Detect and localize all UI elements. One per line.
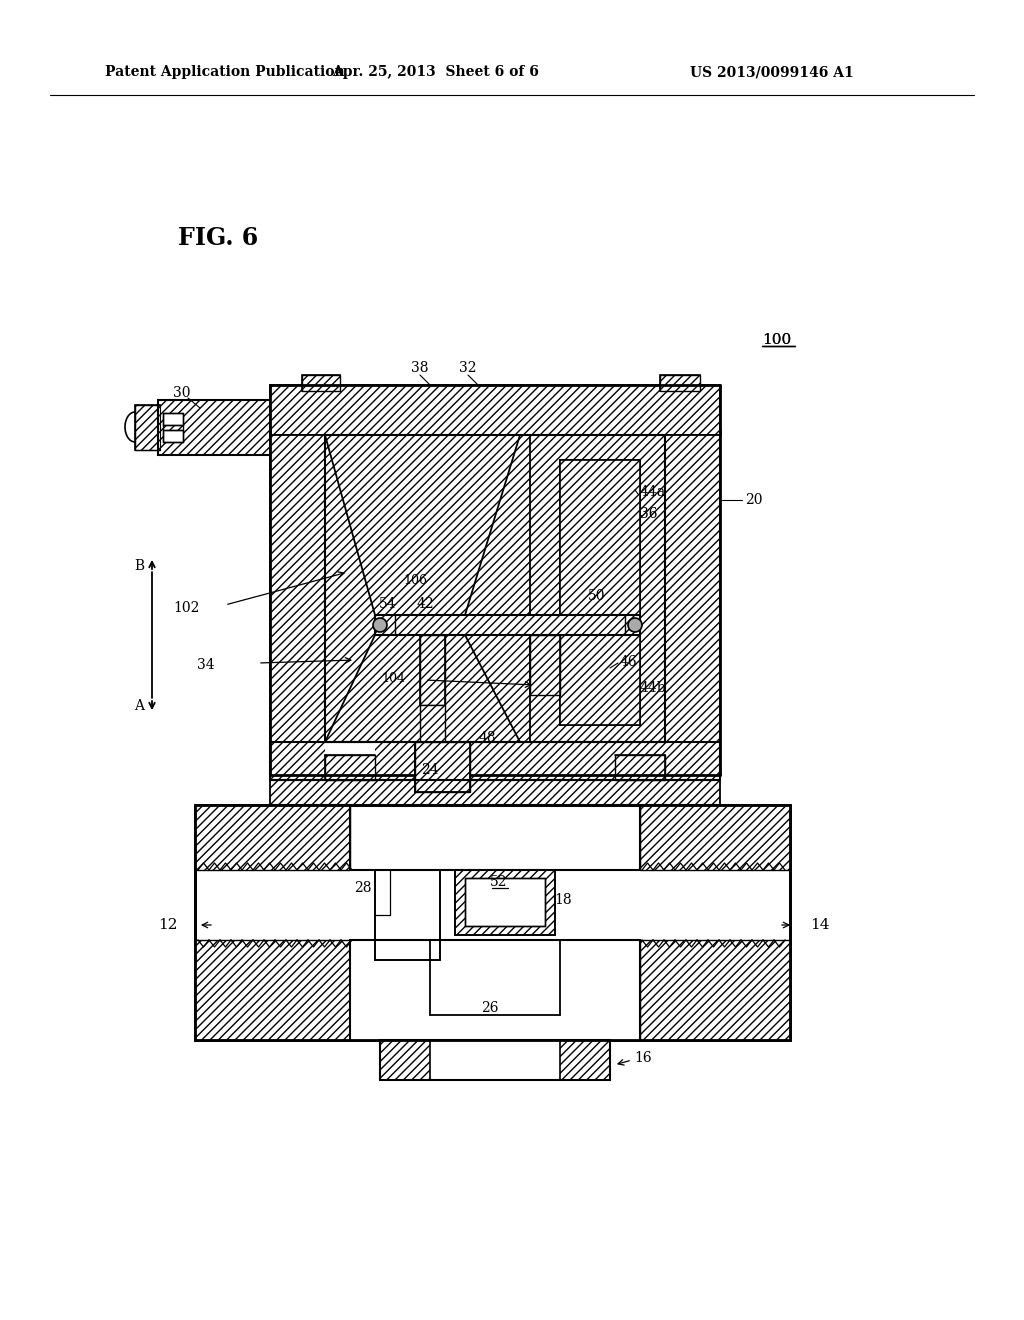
Bar <box>665 436 720 775</box>
Text: 18: 18 <box>554 894 571 907</box>
Text: 24: 24 <box>421 763 439 777</box>
Bar <box>530 436 665 742</box>
Bar <box>560 635 640 725</box>
Text: 34: 34 <box>198 657 215 672</box>
Text: B: B <box>134 558 144 573</box>
Text: FIG. 6: FIG. 6 <box>178 226 258 249</box>
Bar <box>640 940 790 1040</box>
Bar <box>163 413 183 425</box>
Polygon shape <box>325 635 520 742</box>
Bar <box>158 400 270 455</box>
Bar <box>135 405 160 450</box>
Bar <box>415 742 470 792</box>
Bar <box>195 805 350 870</box>
Circle shape <box>628 618 642 632</box>
Text: 36: 36 <box>640 507 657 521</box>
Text: A: A <box>134 700 144 713</box>
Text: US 2013/0099146 A1: US 2013/0099146 A1 <box>690 65 854 79</box>
Bar <box>163 430 183 442</box>
Bar <box>415 742 470 792</box>
Bar <box>640 805 790 870</box>
Bar <box>560 459 640 615</box>
Text: 44b: 44b <box>640 681 667 696</box>
Bar <box>615 755 665 780</box>
Text: 50: 50 <box>588 589 606 603</box>
Text: 12: 12 <box>159 917 178 932</box>
Text: 14: 14 <box>810 917 829 932</box>
Text: 42: 42 <box>416 597 434 611</box>
Bar <box>270 742 720 780</box>
Bar <box>270 436 325 775</box>
Text: 52: 52 <box>490 875 508 888</box>
Text: 54: 54 <box>379 597 397 611</box>
Text: Patent Application Publication: Patent Application Publication <box>105 65 345 79</box>
Bar <box>270 742 720 780</box>
Text: 100: 100 <box>762 333 792 347</box>
Bar <box>560 635 640 725</box>
Text: 38: 38 <box>412 360 429 375</box>
Bar <box>302 375 340 391</box>
Text: 30: 30 <box>173 385 190 400</box>
Bar <box>325 755 375 780</box>
Bar <box>350 940 640 1040</box>
Bar <box>270 780 720 805</box>
Bar <box>325 436 665 742</box>
Bar <box>350 870 640 940</box>
Bar <box>430 1040 560 1080</box>
Bar <box>375 870 440 960</box>
Bar <box>325 742 375 780</box>
Bar <box>302 375 340 391</box>
Text: 20: 20 <box>745 492 763 507</box>
Text: 102: 102 <box>174 601 200 615</box>
Text: 48: 48 <box>478 731 496 744</box>
Bar <box>325 436 665 742</box>
Polygon shape <box>325 436 520 615</box>
Bar <box>465 878 545 927</box>
Bar <box>420 635 445 705</box>
Bar <box>455 870 555 935</box>
Text: 100: 100 <box>762 333 792 347</box>
Text: 16: 16 <box>634 1051 651 1065</box>
Bar <box>270 385 720 436</box>
Text: 104: 104 <box>381 672 406 685</box>
Bar <box>195 940 350 1040</box>
Bar <box>415 742 470 792</box>
Bar <box>195 805 790 1040</box>
Bar <box>380 1040 610 1080</box>
Bar <box>420 705 445 744</box>
Bar <box>660 375 700 391</box>
Text: 44a: 44a <box>640 484 667 499</box>
Text: 106: 106 <box>403 573 427 586</box>
Bar <box>660 375 700 391</box>
Bar <box>530 635 560 696</box>
Text: Apr. 25, 2013  Sheet 6 of 6: Apr. 25, 2013 Sheet 6 of 6 <box>333 65 540 79</box>
Text: 26: 26 <box>481 1001 499 1015</box>
Bar <box>135 405 160 450</box>
Bar <box>560 459 640 615</box>
Bar <box>375 615 640 635</box>
Text: 28: 28 <box>354 880 372 895</box>
Text: 46: 46 <box>620 655 638 669</box>
Circle shape <box>373 618 387 632</box>
Text: 32: 32 <box>459 360 477 375</box>
